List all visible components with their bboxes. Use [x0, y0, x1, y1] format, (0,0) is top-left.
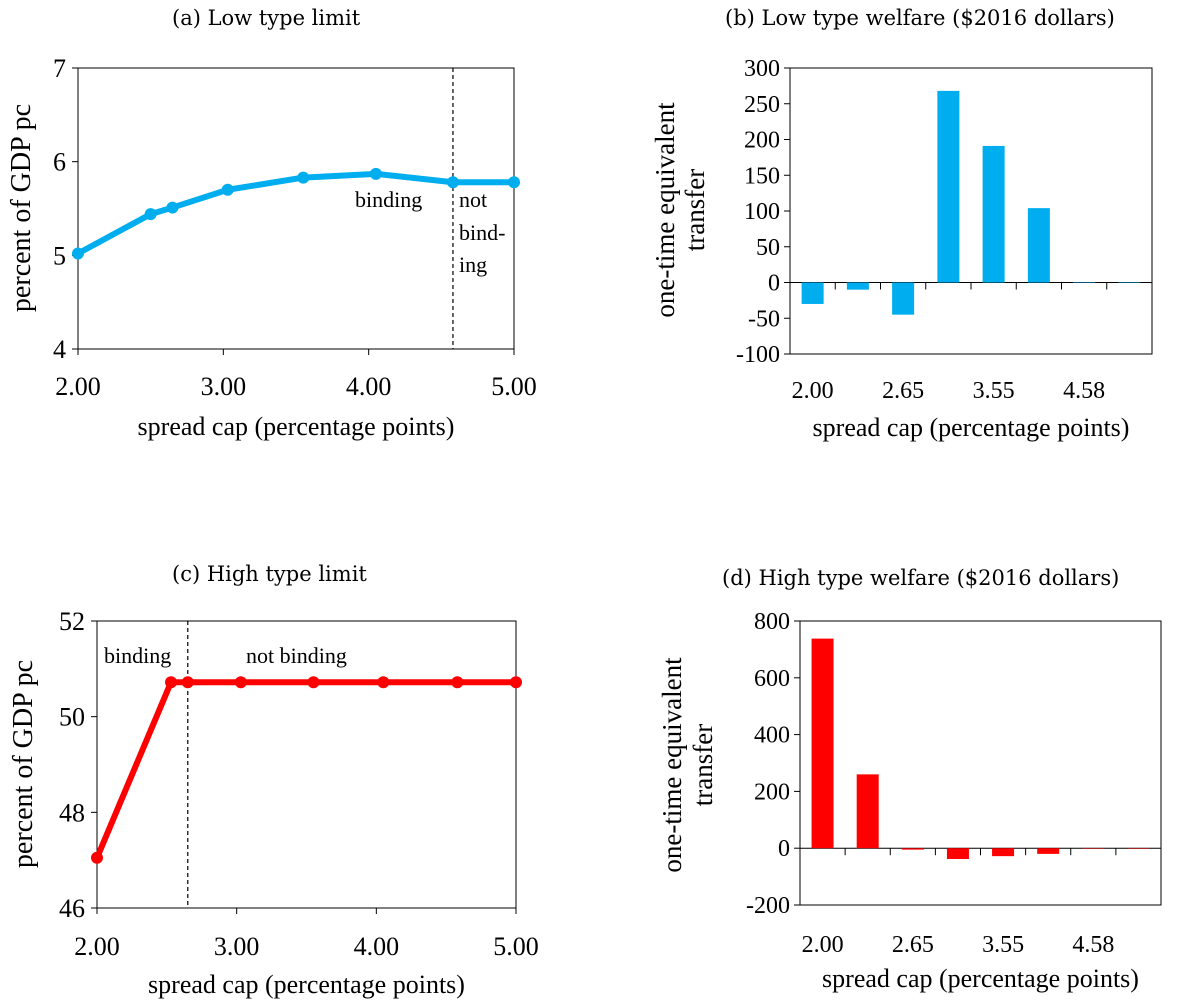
x-axis-label-b: spread cap (percentage points) [813, 413, 1130, 442]
data-point-c [91, 851, 103, 864]
annotation-a: ing [459, 252, 487, 277]
bar-b [846, 282, 869, 290]
bar-d [901, 848, 924, 850]
bar-b [1027, 208, 1050, 283]
data-point-a [144, 208, 157, 221]
panel-a-title: (a) Low type limit [172, 6, 361, 30]
x-tick-label-c: 4.00 [354, 932, 400, 961]
x-axis-label-d: spread cap (percentage points) [822, 964, 1139, 993]
y-axis-label-c: percent of GDP pc [8, 660, 39, 868]
y-tick-label-c: 52 [59, 607, 85, 636]
y-axis-label-b: transfer [680, 169, 710, 251]
x-axis-label-a: spread cap (percentage points) [138, 412, 455, 441]
bar-d [946, 848, 969, 859]
y-tick-label-a: 6 [53, 148, 66, 177]
annotation-a: bind- [459, 220, 505, 245]
plot-frame-c [96, 620, 517, 909]
x-tick-label-b: 4.58 [1063, 378, 1105, 404]
data-point-a [446, 176, 459, 189]
data-point-c [307, 676, 320, 689]
panel-d-title: (d) High type welfare ($2016 dollars) [722, 566, 1120, 590]
bar-b [982, 145, 1005, 283]
x-tick-label-d: 2.65 [892, 932, 934, 958]
bar-d [856, 774, 879, 849]
series-line-c [94, 679, 519, 861]
data-point-c [377, 676, 390, 689]
annotation-a: not [459, 187, 487, 212]
data-point-a [297, 171, 310, 184]
y-tick-label-a: 7 [53, 54, 66, 83]
bar-b [1073, 282, 1096, 283]
y-tick-label-a: 5 [53, 241, 66, 270]
x-tick-label-d: 4.58 [1072, 932, 1114, 958]
y-axis-label-d: transfer [688, 724, 718, 806]
y-tick-label-b: -50 [748, 306, 780, 332]
data-point-c [181, 676, 194, 689]
y-tick-label-b: 200 [744, 128, 780, 154]
x-tick-label-a: 3.00 [201, 372, 247, 401]
y-axis-label-b: one-time equivalent [650, 102, 680, 318]
data-point-c [165, 676, 178, 689]
y-axis-label-d: one-time equivalent [657, 657, 687, 873]
plot-frame-a [77, 67, 515, 350]
bar-d [992, 848, 1015, 857]
annotation-c: binding [104, 643, 171, 668]
x-tick-label-b: 2.65 [882, 378, 924, 404]
x-axis-label-c: spread cap (percentage points) [148, 970, 465, 999]
annotation-a: binding [355, 187, 422, 212]
panel-c-title: (c) High type limit [172, 562, 367, 586]
bar-b [801, 282, 824, 304]
y-axis-label-a: percent of GDP pc [6, 104, 37, 312]
data-point-a [166, 201, 179, 214]
x-tick-label-c: 5.00 [493, 932, 539, 961]
data-point-c [234, 676, 247, 689]
y-tick-label-d: -200 [746, 893, 790, 919]
bar-d [1127, 848, 1150, 849]
data-point-c [510, 676, 522, 689]
y-tick-label-a: 4 [53, 335, 66, 364]
x-tick-label-d: 3.55 [982, 932, 1024, 958]
x-tick-label-a: 2.00 [55, 372, 101, 401]
plot-frame-d [799, 620, 1162, 906]
y-tick-label-d: 0 [778, 836, 790, 862]
panel-b-title: (b) Low type welfare ($2016 dollars) [725, 6, 1115, 30]
bar-b [937, 90, 960, 283]
y-tick-label-b: 150 [744, 163, 780, 189]
x-tick-label-b: 2.00 [792, 378, 834, 404]
y-tick-label-d: 800 [754, 609, 790, 635]
y-tick-label-b: 300 [744, 56, 780, 82]
x-tick-label-c: 3.00 [214, 932, 260, 961]
data-point-a [508, 176, 520, 189]
bar-b [892, 282, 915, 315]
y-tick-label-b: 50 [756, 235, 780, 261]
x-tick-label-c: 2.00 [74, 932, 120, 961]
y-tick-label-c: 46 [59, 894, 85, 923]
y-tick-label-d: 200 [754, 779, 790, 805]
bar-d [1082, 848, 1105, 849]
y-tick-label-d: 600 [754, 666, 790, 692]
annotation-c: not binding [246, 643, 347, 668]
y-tick-label-b: 0 [768, 271, 780, 297]
y-tick-label-d: 400 [754, 723, 790, 749]
y-tick-label-b: 100 [744, 199, 780, 225]
y-tick-label-c: 50 [59, 703, 85, 732]
x-tick-label-a: 5.00 [491, 372, 537, 401]
data-point-a [72, 247, 84, 260]
x-tick-label-a: 4.00 [346, 372, 392, 401]
y-tick-label-b: -100 [736, 342, 780, 368]
data-point-c [451, 676, 464, 689]
x-tick-label-b: 3.55 [973, 378, 1015, 404]
data-point-a [369, 167, 382, 180]
data-point-a [221, 183, 234, 196]
plot-frame-b [789, 67, 1153, 355]
y-tick-label-b: 250 [744, 92, 780, 118]
x-tick-label-d: 2.00 [802, 932, 844, 958]
bar-d [1037, 848, 1060, 854]
bar-b [1118, 282, 1141, 283]
bar-d [811, 638, 834, 849]
y-tick-label-c: 48 [59, 798, 85, 827]
